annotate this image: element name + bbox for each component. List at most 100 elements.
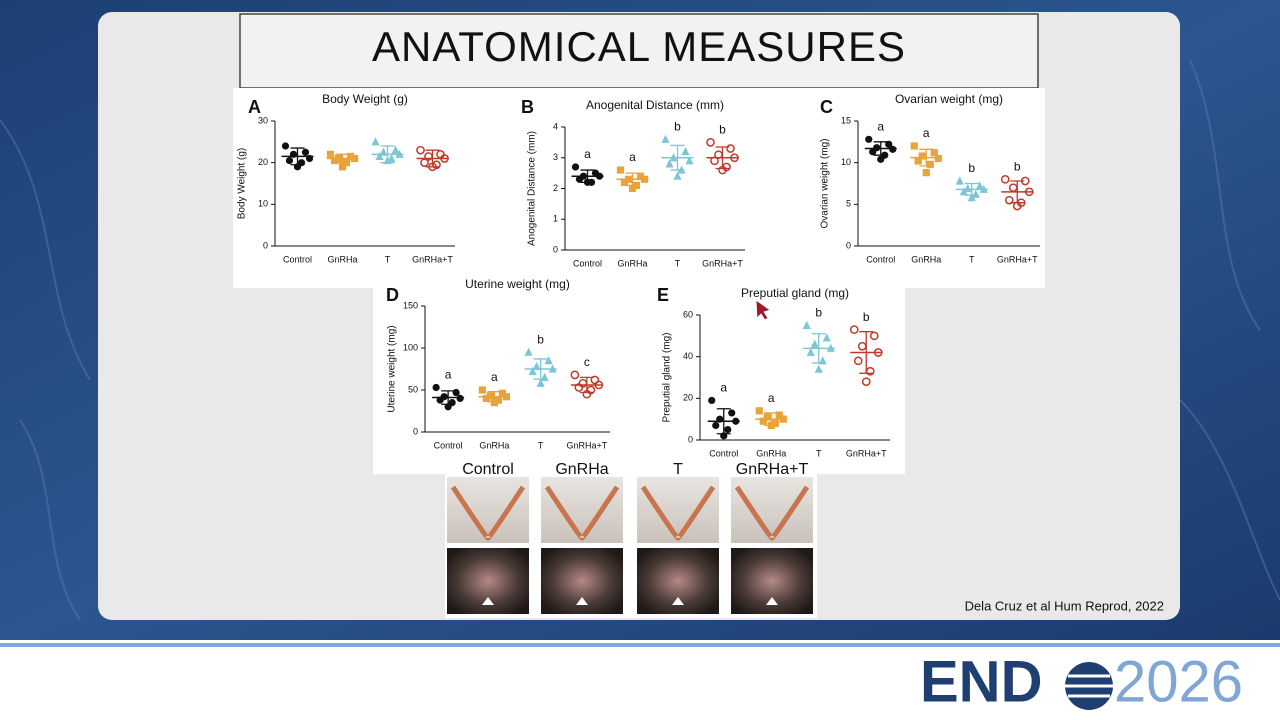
data-point <box>570 370 580 380</box>
x-tick-label: GnRHa+T <box>846 448 887 458</box>
y-tick-label: 0 <box>846 240 851 250</box>
error-bar <box>859 331 874 374</box>
data-point <box>959 187 968 196</box>
error-bar <box>625 172 640 187</box>
error-bar <box>716 408 731 435</box>
data-point <box>532 361 541 371</box>
uterus <box>544 485 620 541</box>
data-point <box>681 147 690 156</box>
data-point <box>806 347 815 357</box>
data-point <box>853 356 863 366</box>
significance-letter: a <box>768 391 775 405</box>
data-point <box>371 137 380 146</box>
y-axis-label: Uterine weight (mg) <box>387 325 398 412</box>
y-axis-label: Anogenital Distance (mm) <box>527 131 538 246</box>
data-point <box>673 171 682 180</box>
data-point <box>971 189 980 198</box>
error-bar <box>533 358 548 380</box>
data-point <box>726 144 735 153</box>
data-point <box>930 149 938 157</box>
data-point <box>975 181 984 190</box>
y-axis-label: Ovarian weight (mg) <box>820 138 831 228</box>
arrow <box>672 597 684 605</box>
significance-letter: b <box>537 332 544 346</box>
data-point <box>486 392 494 400</box>
y-tick-label: 2 <box>553 183 558 193</box>
data-point <box>330 156 339 165</box>
data-point <box>478 386 486 394</box>
data-point <box>494 396 502 404</box>
y-tick-label: 5 <box>846 199 851 209</box>
uterus-photo <box>637 477 719 543</box>
uterus-photo <box>731 477 813 543</box>
x-tick-label: Control <box>709 448 738 458</box>
data-point <box>661 134 670 143</box>
y-tick-label: 15 <box>841 115 851 125</box>
significance-letter: b <box>968 161 975 175</box>
uterus-photo <box>541 477 623 543</box>
chart-title: Anogenital Distance (mm) <box>586 98 724 112</box>
y-axis-label: Preputial gland (mg) <box>662 332 673 422</box>
data-point <box>889 145 897 153</box>
error-bar <box>964 182 979 196</box>
data-point <box>571 163 580 171</box>
uterus <box>450 485 526 541</box>
data-point <box>861 377 871 387</box>
data-point <box>706 138 715 147</box>
x-tick-label: GnRHa <box>327 254 357 264</box>
significance-letter: a <box>877 120 884 134</box>
uterus <box>734 485 810 541</box>
x-tick-label: T <box>969 254 975 264</box>
data-point <box>444 403 452 411</box>
x-tick-label: GnRHa <box>617 258 647 268</box>
error-bar <box>290 147 305 166</box>
background-texture <box>0 59 1280 621</box>
data-point <box>724 425 732 434</box>
y-tick-label: 30 <box>258 115 268 125</box>
logo-globe <box>1065 662 1113 710</box>
data-point <box>914 157 922 165</box>
data-point <box>452 388 460 397</box>
data-point <box>416 145 425 155</box>
data-point <box>955 176 964 185</box>
y-tick-label: 0 <box>263 240 268 250</box>
data-point <box>708 396 716 405</box>
arrow <box>576 597 588 605</box>
data-point <box>877 155 885 163</box>
data-point <box>759 417 767 425</box>
error-bar <box>715 146 730 170</box>
data-point <box>375 151 384 161</box>
error-bar <box>425 149 440 168</box>
error-bar <box>811 333 826 364</box>
error-bar <box>580 169 595 183</box>
x-tick-label: Control <box>573 258 602 268</box>
panel-letter: C <box>820 97 833 117</box>
data-point <box>338 163 347 171</box>
x-tick-label: GnRHa+T <box>412 254 453 264</box>
figure-row-2 <box>373 288 905 474</box>
y-tick-label: 150 <box>403 300 418 310</box>
data-point <box>665 159 674 168</box>
chart-title: Preputial gland (mg) <box>741 286 849 300</box>
data-point <box>869 331 879 341</box>
data-point <box>301 148 310 156</box>
data-point <box>490 399 498 407</box>
data-point <box>528 366 537 376</box>
data-point <box>482 394 490 402</box>
uterus <box>640 485 716 541</box>
cursor <box>755 299 771 321</box>
panel-letter: E <box>657 285 669 305</box>
chart-title: Uterine weight (mg) <box>465 277 570 291</box>
data-point <box>285 156 294 165</box>
data-point <box>814 364 823 373</box>
significance-letter: c <box>584 355 590 369</box>
data-point <box>536 378 545 387</box>
slide-title: ANATOMICAL MEASURES <box>372 23 906 70</box>
photo-label: GnRHa+T <box>736 461 809 478</box>
data-point <box>574 383 584 392</box>
significance-letter: b <box>719 123 726 137</box>
x-tick-label: T <box>538 440 544 450</box>
x-tick-label: GnRHa+T <box>566 440 607 450</box>
arrow <box>482 597 494 605</box>
